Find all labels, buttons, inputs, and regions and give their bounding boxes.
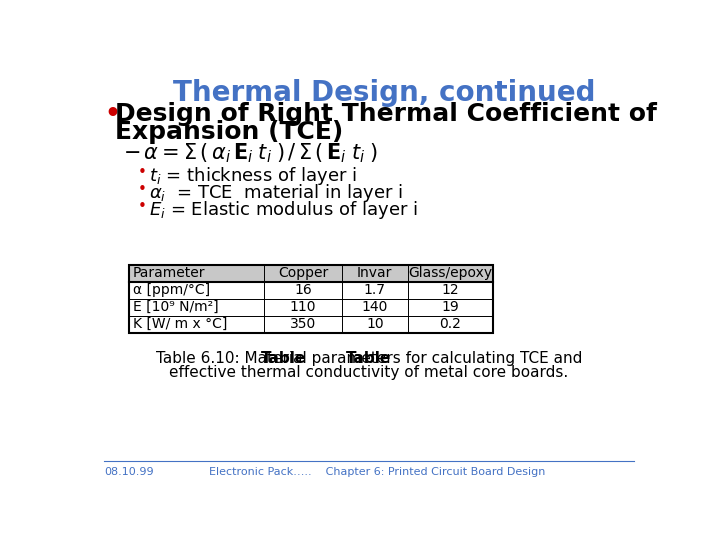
Text: 110: 110 [290, 300, 316, 314]
Text: •: • [138, 165, 147, 180]
Text: Invar: Invar [357, 266, 392, 280]
Text: 0.2: 0.2 [439, 318, 462, 332]
Text: Table 6.10: Material parameters for calculating TCE and: Table 6.10: Material parameters for calc… [156, 351, 582, 366]
Text: Glass/epoxy: Glass/epoxy [408, 266, 492, 280]
Text: Parameter: Parameter [132, 266, 205, 280]
Text: •: • [104, 102, 120, 126]
Text: 350: 350 [290, 318, 316, 332]
Text: Copper: Copper [278, 266, 328, 280]
Text: α [ppm/°C]: α [ppm/°C] [132, 284, 210, 298]
Bar [129, 265, 493, 333]
Text: •: • [138, 199, 147, 214]
Text: Expansion (TCE): Expansion (TCE) [114, 120, 343, 144]
Text: Table: Table [261, 351, 307, 366]
Bar [129, 316, 493, 333]
Text: E [10⁹ N/m²]: E [10⁹ N/m²] [132, 300, 218, 314]
Text: effective thermal conductivity of metal core boards.: effective thermal conductivity of metal … [169, 365, 569, 380]
Text: $-\,\alpha = \Sigma\,(\,\alpha_i\,\mathbf{E}_i\;t_i\;)\,/\,\Sigma\,(\,\mathbf{E}: $-\,\alpha = \Sigma\,(\,\alpha_i\,\mathb… [122, 142, 378, 165]
Text: 16: 16 [294, 284, 312, 298]
Text: •: • [138, 182, 147, 197]
Text: 1.7: 1.7 [364, 284, 386, 298]
Bar [129, 299, 493, 316]
Text: Thermal Design, continued: Thermal Design, continued [174, 79, 595, 107]
Text: 08.10.99: 08.10.99 [104, 467, 153, 477]
Text: $E_i$ = Elastic modulus of layer i: $E_i$ = Elastic modulus of layer i [149, 199, 418, 221]
Text: 19: 19 [441, 300, 459, 314]
Text: Electronic Pack…..    Chapter 6: Printed Circuit Board Design: Electronic Pack….. Chapter 6: Printed Ci… [209, 467, 545, 477]
Text: $t_i$ = thickness of layer i: $t_i$ = thickness of layer i [149, 165, 356, 187]
Text: 10: 10 [366, 318, 384, 332]
Bar [129, 265, 493, 282]
Text: Design of Right Thermal Coefficient of: Design of Right Thermal Coefficient of [114, 102, 657, 126]
Text: K [W/ m x °C]: K [W/ m x °C] [132, 318, 227, 332]
Text: 140: 140 [361, 300, 388, 314]
Text: $\alpha_i$  = TCE  material in layer i: $\alpha_i$ = TCE material in layer i [149, 182, 402, 204]
Bar [129, 282, 493, 299]
Text: Table: Table [346, 351, 392, 366]
Text: 12: 12 [441, 284, 459, 298]
